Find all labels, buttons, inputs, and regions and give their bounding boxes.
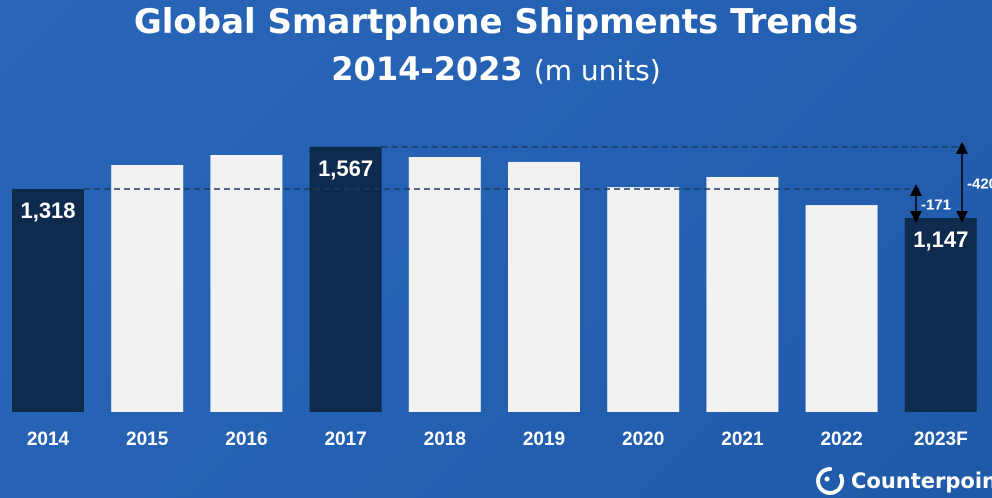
- bar-2019: [508, 161, 580, 412]
- bar-2017: [309, 146, 382, 413]
- bar-2016: [210, 154, 283, 413]
- counterpoint-logo-icon: [816, 467, 845, 495]
- difference-label-2014: -171: [921, 196, 951, 213]
- x-tick-label: 2016: [225, 429, 267, 450]
- subtitle-years: 2014-2023: [331, 50, 523, 88]
- x-tick-label: 2018: [424, 429, 466, 450]
- bar-2022: [805, 205, 878, 412]
- x-tick-label: 2023F: [914, 429, 968, 450]
- brand-name: Counterpoint: [851, 469, 992, 493]
- x-tick-label: 2019: [523, 429, 565, 450]
- bar-2023f: [904, 217, 977, 412]
- chart-title: Global Smartphone Shipments Trends: [133, 2, 859, 42]
- x-tick-label: 2021: [721, 429, 764, 450]
- bar-2014: [12, 189, 84, 412]
- chart-subtitle: 2014-2023 (m units): [0, 50, 992, 88]
- subtitle-units: (m units): [533, 54, 661, 87]
- x-tick-label: 2015: [126, 429, 169, 450]
- x-tick-label: 2017: [324, 429, 366, 450]
- difference-label-2017: -420: [967, 175, 992, 192]
- data-label-2014: 1,318: [20, 198, 75, 223]
- data-label-2023f: 1,147: [913, 227, 968, 252]
- counterpoint-logo: Counterpoint: [815, 466, 992, 496]
- bar-2020: [607, 187, 680, 412]
- bar-2021: [706, 176, 779, 412]
- x-tick-label: 2014: [27, 429, 70, 450]
- x-tick-label: 2020: [622, 429, 664, 450]
- bar-2018: [408, 157, 481, 412]
- bar-2015: [111, 164, 184, 412]
- x-tick-label: 2022: [820, 429, 862, 450]
- data-label-2017: 1,567: [318, 156, 373, 181]
